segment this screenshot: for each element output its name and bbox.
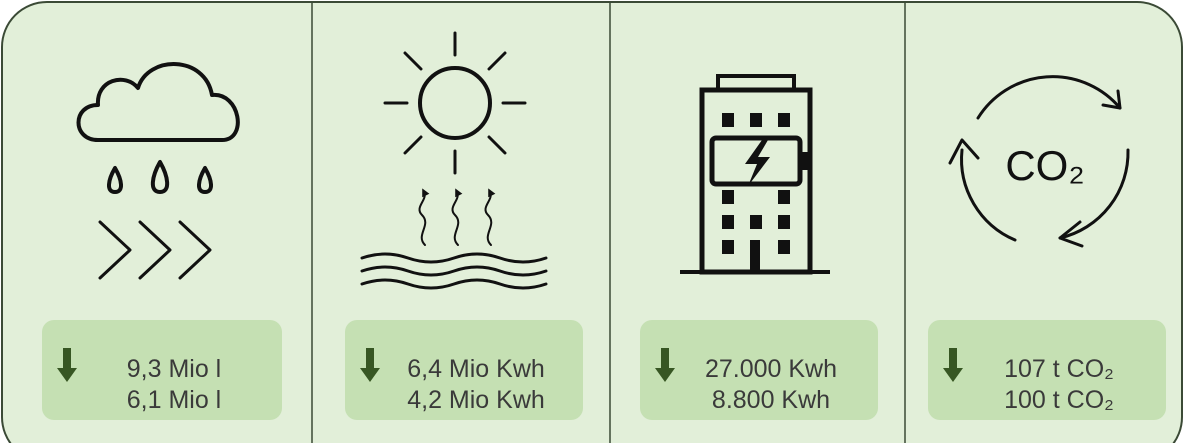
building-battery-icon [680,74,830,275]
co2-cycle-icon [948,75,1130,248]
down-arrow [57,348,77,382]
value-box [345,320,583,420]
value-line: 27.000 Kwh [705,355,837,383]
value-line: 107 t CO₂ [1004,355,1114,383]
value-line: 6,1 Mio l [127,386,221,414]
value-box [640,320,878,420]
down-arrow [655,348,675,382]
value-line: 4,2 Mio Kwh [407,386,545,414]
value-line: 100 t CO₂ [1004,386,1114,414]
value-box [928,320,1166,420]
value-box [42,320,282,420]
rain-icon [76,62,240,280]
sun-evaporation-icon [360,31,548,290]
value-line: 6,4 Mio Kwh [407,355,545,383]
down-arrow [943,348,963,382]
down-arrow [360,348,380,382]
value-line: 9,3 Mio l [127,355,221,383]
co2-label: CO₂ [1005,142,1084,189]
value-line: 8.800 Kwh [712,386,830,414]
